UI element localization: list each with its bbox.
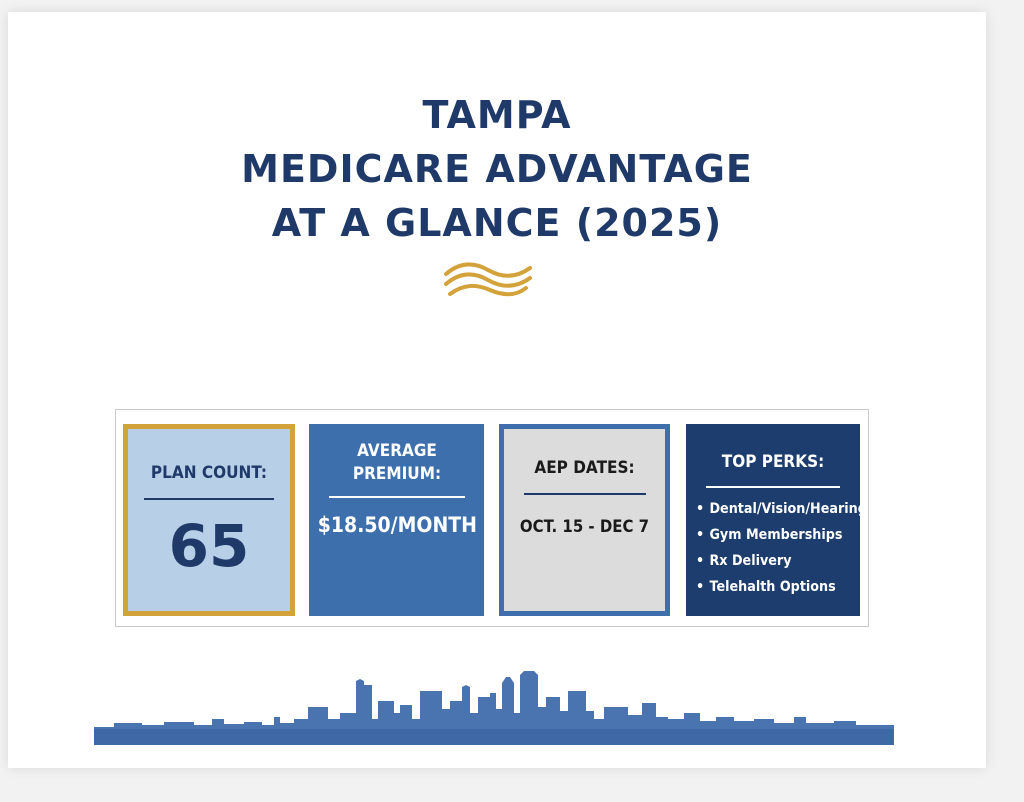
plan-count-label: PLAN COUNT: xyxy=(150,463,268,483)
premium-card: AVERAGE PREMIUM: $18.50/MONTH xyxy=(309,424,484,616)
aep-dates-divider xyxy=(524,493,646,495)
city-skyline-icon xyxy=(94,671,894,745)
plan-count-card: PLAN COUNT: 65 xyxy=(123,424,295,616)
aep-dates-value: OCT. 15 - DEC 7 xyxy=(519,517,650,537)
title-line-1: TAMPA xyxy=(422,93,572,137)
aep-dates-label: AEP DATES: xyxy=(534,458,635,478)
aep-dates-card: AEP DATES: OCT. 15 - DEC 7 xyxy=(499,424,670,616)
premium-label: AVERAGE PREMIUM: xyxy=(352,441,442,484)
premium-divider xyxy=(329,496,465,498)
perk-item: Telehalth Options xyxy=(696,574,867,600)
stats-panel: PLAN COUNT: 65 AVERAGE PREMIUM: $18.50/M… xyxy=(115,409,869,627)
premium-value: $18.50/MONTH xyxy=(317,513,477,537)
perk-item: Rx Delivery xyxy=(696,548,867,574)
plan-count-divider xyxy=(144,498,274,500)
perks-list: Dental/Vision/Hearing Gym Memberships Rx… xyxy=(696,496,867,600)
title-line-3: AT A GLANCE (2025) xyxy=(271,201,723,245)
top-perks-card: TOP PERKS: Dental/Vision/Hearing Gym Mem… xyxy=(686,424,867,616)
perk-item: Gym Memberships xyxy=(696,522,867,548)
plan-count-value: 65 xyxy=(168,512,250,580)
perk-item: Dental/Vision/Hearing xyxy=(696,496,866,522)
title-line-2: MEDICARE ADVANTAGE xyxy=(241,147,753,191)
top-perks-divider xyxy=(706,486,840,488)
page-title: TAMPA MEDICARE ADVANTAGE AT A GLANCE (20… xyxy=(8,88,986,250)
wave-divider-icon xyxy=(444,262,532,297)
top-perks-label: TOP PERKS: xyxy=(721,452,825,472)
infographic-card: TAMPA MEDICARE ADVANTAGE AT A GLANCE (20… xyxy=(8,12,986,768)
